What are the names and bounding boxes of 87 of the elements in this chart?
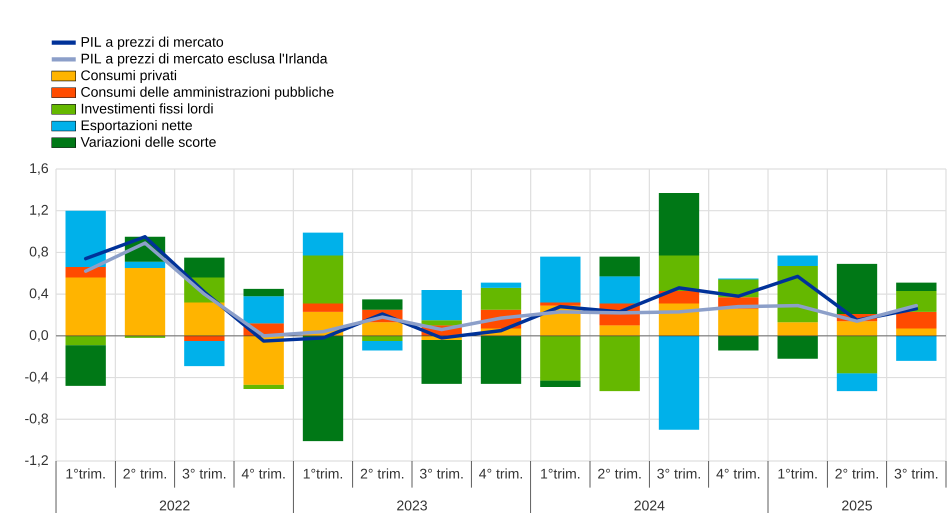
bar bbox=[184, 258, 225, 278]
bar bbox=[896, 336, 937, 361]
bar bbox=[184, 336, 225, 342]
bar bbox=[540, 380, 581, 387]
bar bbox=[422, 340, 462, 384]
y-tick-label: 0,8 bbox=[30, 246, 48, 258]
legend-label: Variazioni delle scorte bbox=[80, 136, 216, 147]
bar bbox=[244, 288, 284, 296]
bar bbox=[600, 336, 640, 392]
bar bbox=[480, 282, 522, 288]
legend-label: Esportazioni nette bbox=[82, 120, 192, 134]
x-tick-label: 3° trim. bbox=[182, 468, 226, 479]
x-tick-label: 2° trim. bbox=[835, 468, 878, 479]
bar bbox=[244, 384, 284, 390]
x-tick-label: 1°trim. bbox=[541, 468, 580, 479]
bar bbox=[777, 322, 818, 336]
y-tick-label: 0,4 bbox=[30, 288, 48, 300]
text: 2024 bbox=[634, 500, 664, 510]
bar bbox=[718, 336, 759, 350]
y-tick-label: 1,2 bbox=[30, 204, 48, 216]
bar bbox=[422, 290, 462, 320]
x-tick-label: 2° trim. bbox=[360, 468, 404, 479]
bar bbox=[777, 336, 818, 359]
bar bbox=[836, 321, 878, 336]
legend-label: Consumi delle amministrazioni pubbliche bbox=[81, 86, 334, 100]
legend-label: PIL a prezzi di mercato esclusa l'Irlanda bbox=[82, 53, 328, 66]
x-tick-label: 2° trim. bbox=[123, 468, 166, 479]
bar bbox=[302, 256, 344, 304]
bar bbox=[124, 262, 166, 268]
x-tick-label: 2° trim. bbox=[598, 468, 641, 479]
legend-label: Investimenti fissi lordi bbox=[82, 103, 213, 114]
bar bbox=[718, 308, 759, 336]
bar bbox=[66, 210, 106, 268]
bar bbox=[66, 345, 106, 386]
bar bbox=[600, 276, 640, 304]
legend-label: Consumi privati bbox=[81, 70, 176, 83]
text: 2023 bbox=[397, 500, 427, 510]
bar bbox=[362, 299, 403, 310]
bar bbox=[124, 268, 166, 336]
bar bbox=[362, 341, 403, 350]
bar bbox=[302, 336, 344, 442]
bar bbox=[836, 373, 878, 392]
text: 2022 bbox=[160, 500, 190, 510]
bar bbox=[836, 336, 878, 374]
x-tick-label: 4° trim. bbox=[716, 468, 760, 479]
bar bbox=[66, 267, 106, 278]
bar bbox=[362, 336, 403, 342]
bar bbox=[66, 277, 106, 336]
y-tick-label: -1,2 bbox=[25, 455, 48, 467]
x-tick-label: 3° trim. bbox=[420, 468, 463, 479]
bar bbox=[658, 256, 700, 291]
bar bbox=[362, 322, 403, 336]
y-tick-label: -0,8 bbox=[25, 414, 48, 426]
x-tick-label: 4° trim. bbox=[242, 468, 285, 479]
bar bbox=[600, 256, 640, 276]
x-tick-label: 3° trim. bbox=[894, 468, 938, 479]
x-tick-label: 1°trim. bbox=[304, 468, 342, 479]
bar bbox=[184, 341, 225, 366]
bar bbox=[896, 312, 937, 329]
text: 2025 bbox=[842, 500, 872, 510]
bar bbox=[540, 336, 581, 381]
bar bbox=[302, 232, 344, 256]
y-tick-label: 0,0 bbox=[30, 330, 48, 342]
bar bbox=[600, 325, 640, 336]
x-tick-label: 1°trim. bbox=[66, 468, 105, 479]
x-tick-label: 3° trim. bbox=[657, 468, 700, 479]
bar bbox=[658, 336, 700, 430]
x-tick-label: 1°trim. bbox=[778, 468, 817, 479]
bar bbox=[302, 304, 344, 312]
bar bbox=[244, 296, 284, 324]
bar bbox=[777, 256, 818, 266]
bar bbox=[184, 302, 225, 336]
legend-label: PIL a prezzi di mercato bbox=[82, 36, 224, 50]
bar bbox=[244, 336, 284, 385]
y-tick-label: -0,4 bbox=[25, 372, 48, 384]
bar bbox=[422, 320, 462, 326]
bar bbox=[66, 336, 106, 346]
x-tick-label: 4° trim. bbox=[479, 468, 522, 479]
y-tick-label: 1,6 bbox=[30, 163, 48, 175]
bar bbox=[658, 192, 700, 256]
bar bbox=[896, 282, 937, 291]
bar bbox=[896, 328, 937, 336]
bar bbox=[540, 302, 581, 306]
bar bbox=[540, 256, 581, 302]
bar bbox=[836, 264, 878, 314]
bar bbox=[480, 288, 522, 310]
bar bbox=[480, 336, 522, 384]
